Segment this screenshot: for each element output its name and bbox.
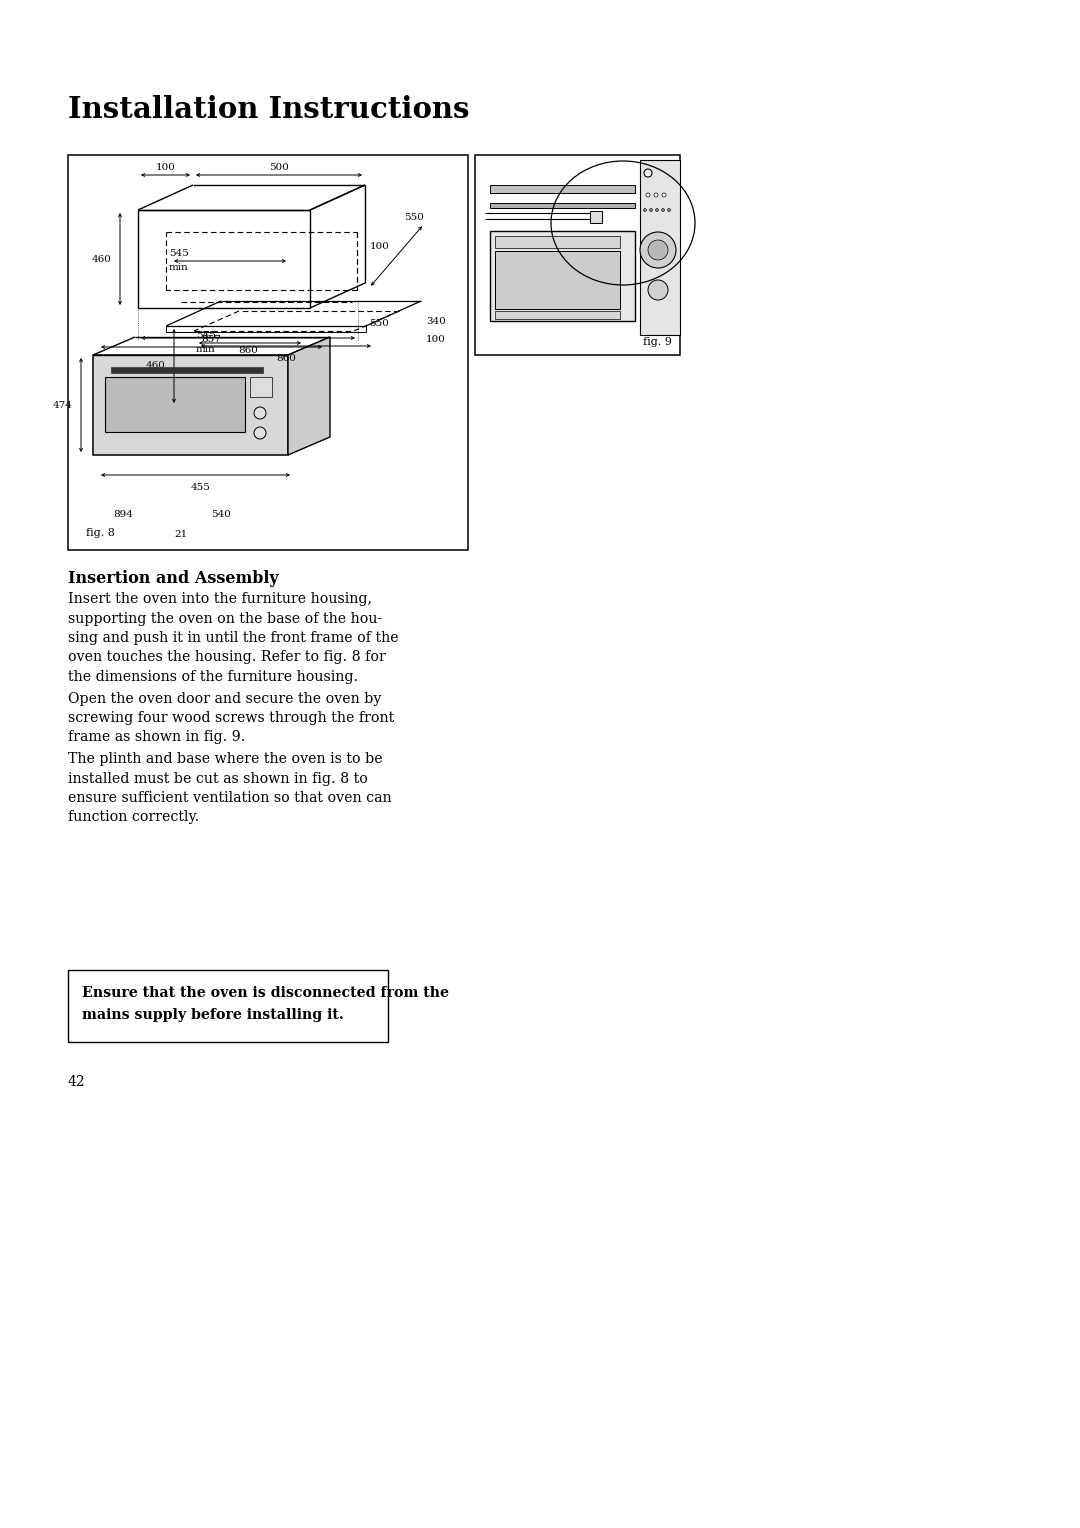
Text: function correctly.: function correctly. (68, 810, 199, 825)
Text: 857: 857 (202, 336, 221, 344)
Circle shape (661, 208, 664, 211)
Text: 474: 474 (53, 400, 73, 410)
Text: fig. 8: fig. 8 (86, 529, 114, 538)
Text: Insert the oven into the furniture housing,: Insert the oven into the furniture housi… (68, 591, 372, 607)
Text: 460: 460 (146, 362, 166, 370)
Circle shape (648, 280, 669, 299)
Text: 545: 545 (195, 332, 216, 341)
Bar (490, 203, 635, 208)
Text: min: min (168, 263, 189, 272)
Text: Open the oven door and secure the oven by: Open the oven door and secure the oven b… (68, 692, 381, 706)
Text: screwing four wood screws through the front: screwing four wood screws through the fr… (68, 711, 394, 724)
Text: 860: 860 (276, 354, 296, 364)
Text: 100: 100 (370, 241, 390, 251)
Bar (490, 185, 635, 193)
Circle shape (662, 193, 666, 197)
Text: The plinth and base where the oven is to be: The plinth and base where the oven is to… (68, 752, 382, 766)
Bar (111, 367, 264, 373)
Text: 100: 100 (426, 335, 446, 344)
Text: 550: 550 (369, 318, 389, 327)
Text: frame as shown in fig. 9.: frame as shown in fig. 9. (68, 730, 245, 744)
Text: 894: 894 (113, 510, 133, 520)
Bar (68, 154, 468, 550)
Text: mains supply before installing it.: mains supply before installing it. (82, 1008, 343, 1022)
Bar (640, 160, 680, 335)
Text: 540: 540 (211, 510, 230, 520)
Text: 100: 100 (156, 163, 175, 173)
Bar (475, 154, 680, 354)
Circle shape (644, 208, 647, 211)
Bar (495, 251, 620, 309)
Bar (495, 312, 620, 319)
Text: 460: 460 (92, 255, 112, 263)
Text: sing and push it in until the front frame of the: sing and push it in until the front fram… (68, 631, 399, 645)
Text: 545: 545 (168, 249, 189, 258)
Text: Ensure that the oven is disconnected from the: Ensure that the oven is disconnected fro… (82, 986, 449, 999)
Text: 455: 455 (190, 483, 211, 492)
Circle shape (649, 208, 652, 211)
Polygon shape (288, 338, 330, 455)
Text: Installation Instructions: Installation Instructions (68, 95, 470, 124)
Bar (105, 377, 245, 432)
Circle shape (646, 193, 650, 197)
Text: oven touches the housing. Refer to fig. 8 for: oven touches the housing. Refer to fig. … (68, 651, 386, 665)
Text: 21: 21 (174, 530, 187, 539)
Circle shape (654, 193, 658, 197)
Bar (93, 354, 288, 455)
Circle shape (640, 232, 676, 267)
Text: the dimensions of the furniture housing.: the dimensions of the furniture housing. (68, 669, 359, 685)
Text: fig. 9: fig. 9 (643, 338, 672, 347)
Circle shape (254, 426, 266, 439)
Bar (590, 211, 602, 223)
Text: installed must be cut as shown in fig. 8 to: installed must be cut as shown in fig. 8… (68, 772, 368, 785)
Circle shape (644, 170, 652, 177)
Text: 550: 550 (404, 212, 424, 222)
Bar (495, 235, 620, 248)
Text: 500: 500 (269, 163, 289, 173)
Text: 42: 42 (68, 1076, 85, 1089)
Circle shape (656, 208, 659, 211)
Text: min: min (195, 345, 216, 354)
Circle shape (667, 208, 671, 211)
Text: 340: 340 (426, 316, 446, 325)
Bar (490, 231, 635, 321)
Text: Insertion and Assembly: Insertion and Assembly (68, 570, 279, 587)
Text: supporting the oven on the base of the hou-: supporting the oven on the base of the h… (68, 611, 382, 625)
Text: 860: 860 (238, 345, 258, 354)
Circle shape (648, 240, 669, 260)
Text: ensure sufficient ventilation so that oven can: ensure sufficient ventilation so that ov… (68, 792, 392, 805)
Bar (68, 970, 388, 1042)
Bar (249, 377, 272, 397)
Circle shape (254, 406, 266, 419)
